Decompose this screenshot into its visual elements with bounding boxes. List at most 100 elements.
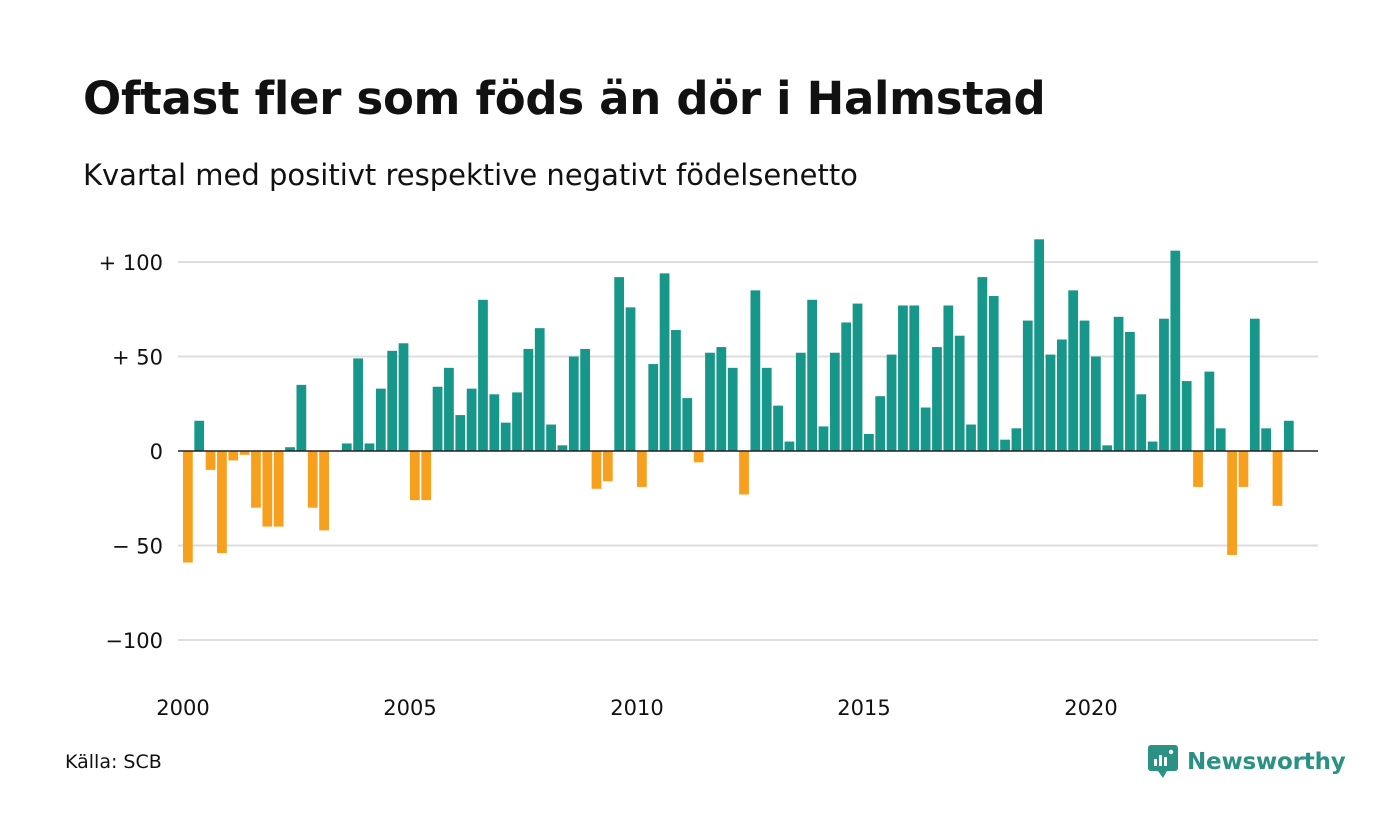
bar-positive: [353, 358, 363, 451]
bar-positive: [466, 388, 477, 451]
bar-positive: [1068, 290, 1079, 451]
bar-positive: [818, 426, 829, 451]
y-tick-label: + 50: [112, 346, 163, 370]
bar-positive: [432, 386, 443, 451]
bar-negative: [228, 451, 239, 461]
bar-positive: [943, 305, 954, 451]
bar-positive: [1034, 239, 1044, 451]
bar-positive: [682, 398, 693, 451]
bar-positive: [932, 347, 942, 451]
chart-title: Oftast fler som föds än dör i Halmstad: [83, 72, 1046, 125]
bar-positive: [1283, 420, 1294, 451]
bar-positive: [1215, 428, 1226, 451]
x-axis-ticks: 2000 2005 2010 2015 2020: [156, 696, 1117, 720]
bar-positive: [864, 433, 874, 451]
bar-negative: [591, 451, 602, 489]
bar-positive: [568, 356, 579, 451]
bar-positive: [194, 420, 205, 451]
bar-positive: [1204, 371, 1215, 451]
bar-positive: [512, 392, 522, 451]
bar-positive: [773, 405, 783, 451]
bar-positive: [614, 277, 625, 451]
bar-positive: [500, 422, 511, 451]
bar-positive: [1136, 394, 1147, 451]
y-tick-label: + 100: [99, 251, 163, 275]
source-note: Källa: SCB: [65, 751, 162, 773]
bar-positive: [1000, 439, 1010, 451]
bar-negative: [262, 451, 273, 527]
y-tick-label: −100: [105, 629, 163, 653]
bar-positive: [705, 352, 715, 451]
bar-positive: [455, 415, 466, 451]
bar-positive: [886, 354, 897, 451]
bar-positive: [829, 352, 840, 451]
bar-positive: [807, 299, 817, 451]
bar-positive: [1113, 316, 1124, 451]
bar-positive: [1181, 381, 1192, 451]
bar-positive: [795, 352, 806, 451]
x-tick-label: 2020: [1064, 696, 1117, 720]
y-tick-label: 0: [150, 440, 163, 464]
y-tick-label: − 50: [112, 535, 163, 559]
bar-negative: [1193, 451, 1203, 487]
bar-positive: [1079, 320, 1090, 451]
bar-positive: [909, 305, 920, 451]
bar-positive: [489, 394, 500, 451]
bar-positive: [1022, 320, 1033, 451]
bar-negative: [273, 451, 284, 527]
bar-negative: [319, 451, 329, 531]
bar-positive: [966, 424, 976, 451]
bar-positive: [398, 343, 409, 451]
bar-negative: [205, 451, 216, 470]
bar-positive: [523, 348, 534, 451]
bar-negative: [239, 451, 250, 455]
bar-negative: [637, 451, 647, 487]
bar-positive: [1091, 356, 1101, 451]
bar-positive: [1102, 445, 1113, 451]
bar-positive: [852, 303, 863, 451]
bar-negative: [1238, 451, 1249, 487]
bar-positive: [1170, 250, 1181, 451]
x-tick-label: 2015: [837, 696, 890, 720]
bar-positive: [296, 384, 307, 451]
bar-positive: [1159, 318, 1169, 451]
bar-positive: [761, 367, 772, 451]
newsworthy-logo-icon: [1148, 745, 1178, 778]
bar-positive: [898, 305, 908, 451]
bar-positive: [750, 290, 761, 451]
bar-negative: [1227, 451, 1237, 555]
bars: [183, 239, 1294, 563]
bar-positive: [341, 443, 352, 451]
bar-positive: [1125, 331, 1135, 451]
bar-negative: [739, 451, 749, 495]
bar-positive: [1011, 428, 1022, 451]
bar-positive: [375, 388, 386, 451]
bar-positive: [875, 396, 886, 451]
bar-negative: [1272, 451, 1283, 506]
bar-positive: [954, 335, 965, 451]
bar-positive: [1261, 428, 1271, 451]
brand-name: Newsworthy: [1187, 749, 1346, 775]
bar-positive: [580, 348, 590, 451]
bar-positive: [671, 330, 681, 451]
bar-negative: [183, 451, 193, 563]
x-tick-label: 2005: [383, 696, 436, 720]
bar-positive: [988, 296, 999, 451]
bar-positive: [478, 299, 488, 451]
bar-negative: [307, 451, 318, 508]
bar-positive: [1249, 318, 1260, 451]
bar-positive: [1056, 339, 1067, 451]
brand-logo[interactable]: Newsworthy: [1147, 744, 1346, 780]
bar-positive: [285, 447, 295, 451]
bar-negative: [251, 451, 261, 508]
bar-positive: [648, 364, 659, 451]
x-tick-label: 2000: [156, 696, 209, 720]
bar-positive: [557, 445, 568, 451]
bar-positive: [1147, 441, 1158, 451]
bar-positive: [546, 424, 556, 451]
bar-positive: [387, 350, 398, 451]
bar-positive: [841, 322, 852, 451]
chart-subtitle: Kvartal med positivt respektive negativt…: [83, 158, 858, 192]
bar-positive: [625, 307, 636, 451]
